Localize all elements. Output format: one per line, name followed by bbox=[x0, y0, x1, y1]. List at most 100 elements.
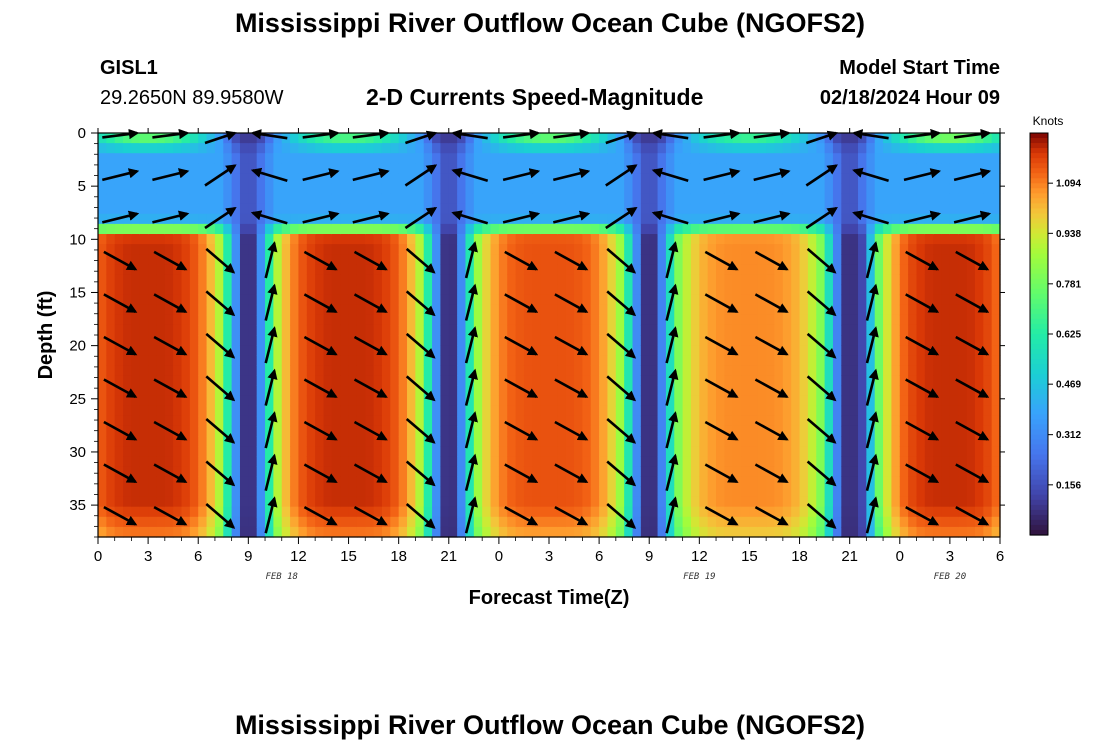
heatmap-cell bbox=[507, 304, 517, 316]
heatmap-cell bbox=[198, 254, 208, 265]
heatmap-cell bbox=[699, 304, 709, 316]
heatmap-cell bbox=[123, 274, 133, 286]
heatmap-cell bbox=[540, 314, 550, 326]
heatmap-cell bbox=[991, 173, 1001, 185]
heatmap-cell bbox=[866, 526, 876, 538]
heatmap-cell bbox=[164, 476, 174, 488]
heatmap-cell bbox=[457, 405, 467, 417]
heatmap-cell bbox=[490, 415, 500, 427]
current-arrow bbox=[152, 168, 190, 182]
heatmap-cell bbox=[699, 324, 709, 336]
heatmap-cell bbox=[640, 163, 650, 174]
heatmap-cell bbox=[323, 324, 333, 336]
heatmap-cell bbox=[657, 405, 667, 417]
heatmap-cell bbox=[716, 365, 725, 376]
heatmap-cell bbox=[933, 264, 943, 275]
heatmap-cell bbox=[457, 456, 467, 467]
heatmap-cell bbox=[231, 264, 241, 275]
heatmap-cell bbox=[707, 395, 717, 407]
heatmap-cell bbox=[540, 254, 550, 265]
heatmap-cell bbox=[473, 324, 483, 336]
heatmap-cell bbox=[198, 335, 208, 346]
heatmap-cell bbox=[173, 234, 183, 245]
heatmap-cell bbox=[958, 405, 968, 417]
heatmap-cell bbox=[223, 143, 233, 154]
heatmap-cell bbox=[665, 223, 675, 235]
heatmap-cell bbox=[807, 395, 817, 407]
heatmap-cell bbox=[741, 446, 751, 457]
heatmap-cell bbox=[799, 526, 809, 538]
heatmap-cell bbox=[582, 375, 592, 387]
heatmap-cell bbox=[515, 415, 525, 427]
heatmap-cell bbox=[949, 486, 959, 498]
heatmap-cell bbox=[749, 385, 759, 397]
heatmap-cell bbox=[440, 304, 450, 316]
heatmap-cell bbox=[173, 405, 183, 417]
heatmap-cell bbox=[657, 395, 667, 407]
heatmap-cell bbox=[423, 405, 433, 417]
heatmap-cell bbox=[899, 466, 909, 477]
heatmap-cell bbox=[173, 335, 183, 346]
colorbar-step bbox=[1030, 509, 1048, 516]
heatmap-cell bbox=[891, 203, 901, 215]
heatmap-cell bbox=[749, 143, 759, 154]
heatmap-cell bbox=[908, 133, 918, 144]
heatmap-cell bbox=[106, 274, 116, 286]
heatmap-cell bbox=[782, 405, 792, 417]
current-arrow bbox=[554, 335, 589, 356]
heatmap-cell bbox=[457, 324, 467, 336]
colorbar-step bbox=[1030, 449, 1048, 456]
heatmap-cell bbox=[682, 335, 692, 346]
heatmap-cell bbox=[181, 405, 191, 417]
heatmap-cell bbox=[523, 335, 533, 346]
current-arrow bbox=[302, 210, 340, 224]
heatmap-cell bbox=[356, 264, 366, 275]
heatmap-cell bbox=[523, 244, 533, 255]
heatmap-cell bbox=[306, 516, 316, 528]
heatmap-cell bbox=[540, 496, 550, 508]
heatmap-cell bbox=[148, 304, 158, 316]
heatmap-cell bbox=[306, 264, 316, 275]
colorbar-step bbox=[1030, 414, 1048, 421]
heatmap-cell bbox=[214, 415, 224, 427]
heatmap-cell bbox=[858, 516, 867, 528]
heatmap-cell bbox=[716, 446, 725, 457]
heatmap-cell bbox=[766, 506, 776, 518]
colorbar-step bbox=[1030, 203, 1048, 209]
x-tick-label: 0 bbox=[94, 548, 102, 565]
heatmap-cell bbox=[841, 254, 851, 265]
heatmap-cell bbox=[791, 234, 801, 245]
heatmap-cell bbox=[256, 415, 266, 427]
heatmap-cell bbox=[707, 486, 717, 498]
heatmap-cell bbox=[933, 274, 943, 286]
heatmap-cell bbox=[265, 355, 274, 366]
heatmap-cell bbox=[490, 324, 500, 336]
heatmap-cell bbox=[607, 153, 617, 164]
heatmap-cell bbox=[490, 143, 500, 154]
heatmap-cell bbox=[741, 456, 751, 467]
heatmap-cell bbox=[657, 143, 667, 154]
heatmap-cell bbox=[323, 223, 333, 235]
heatmap-cell bbox=[716, 163, 725, 174]
heatmap-cell bbox=[507, 143, 517, 154]
heatmap-cell bbox=[674, 446, 684, 457]
heatmap-cell bbox=[498, 365, 508, 376]
colorbar-step bbox=[1030, 283, 1048, 290]
heatmap-cell bbox=[281, 355, 291, 366]
heatmap-cell bbox=[791, 516, 801, 528]
heatmap-cell bbox=[206, 526, 216, 538]
heatmap-cell bbox=[841, 324, 851, 336]
heatmap-cell bbox=[156, 284, 166, 296]
heatmap-cell bbox=[774, 456, 784, 467]
heatmap-cell bbox=[807, 365, 817, 376]
heatmap-cell bbox=[448, 284, 458, 296]
heatmap-cell bbox=[231, 274, 241, 286]
heatmap-cell bbox=[148, 365, 158, 376]
heatmap-cell bbox=[974, 436, 984, 447]
x-tick-label: 12 bbox=[691, 548, 708, 565]
heatmap-cell bbox=[657, 355, 667, 366]
heatmap-cell bbox=[632, 324, 642, 336]
heatmap-cell bbox=[239, 516, 249, 528]
heatmap-cell bbox=[757, 234, 767, 245]
heatmap-cell bbox=[958, 436, 968, 447]
